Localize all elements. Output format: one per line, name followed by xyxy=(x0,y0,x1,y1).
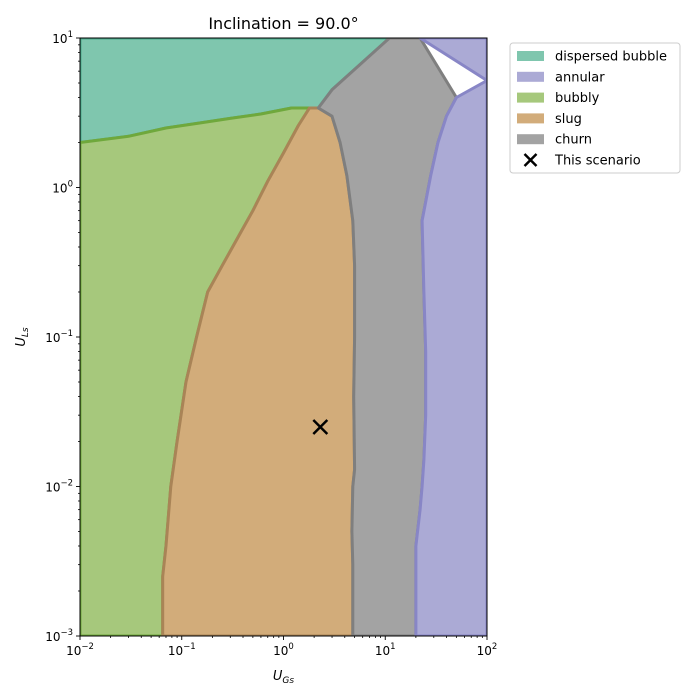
x-tick-label: 10−1 xyxy=(168,642,196,658)
y-tick-label: 10−2 xyxy=(45,479,73,495)
legend-label-bubbly: bubbly xyxy=(555,91,600,106)
chart-title: Inclination = 90.0° xyxy=(208,14,358,33)
legend-swatch-annular xyxy=(517,71,544,82)
legend-label-this-scenario: This scenario xyxy=(554,154,641,169)
scenario-marker-stroke-b xyxy=(312,419,329,435)
legend-label-churn: churn xyxy=(555,133,592,148)
region-annular xyxy=(414,38,487,636)
legend-swatch-slug xyxy=(517,113,544,124)
x-tick-label: 100 xyxy=(273,642,294,658)
regime-regions xyxy=(80,38,487,636)
x-axis-label: UGs xyxy=(273,669,294,686)
x-tick-label: 10−2 xyxy=(66,642,94,658)
legend-marker-this-scenario xyxy=(523,153,538,167)
legend-frame xyxy=(509,42,681,174)
y-axis-ticks: 10−3 10−2 10−1 100 101 xyxy=(45,30,80,644)
y-tick-label: 101 xyxy=(52,30,73,46)
legend-label-dispersed-bubble: dispersed bubble xyxy=(555,50,667,65)
legend-swatch-bubbly xyxy=(517,92,544,103)
y-tick-label: 100 xyxy=(52,180,73,196)
legend-swatch-churn xyxy=(517,134,544,145)
y-axis-label: ULs xyxy=(14,327,31,347)
legend-swatch-dispersed-bubble xyxy=(517,51,544,61)
y-tick-label: 10−1 xyxy=(45,329,73,345)
y-axis-label-subscript: Ls xyxy=(21,327,31,337)
legend-label-slug: slug xyxy=(555,112,582,127)
x-tick-label: 102 xyxy=(477,642,498,658)
x-axis-label-subscript: Gs xyxy=(282,676,294,686)
x-tick-label: 101 xyxy=(375,642,396,658)
x-axis-ticks: 10−2 10−1 100 101 102 xyxy=(66,636,497,658)
legend-label-annular: annular xyxy=(555,70,605,85)
legend: dispersed bubble annular bubbly slug churn Th… xyxy=(509,42,681,174)
scenario-marker xyxy=(312,419,329,435)
y-tick-label: 10−3 xyxy=(45,628,73,644)
